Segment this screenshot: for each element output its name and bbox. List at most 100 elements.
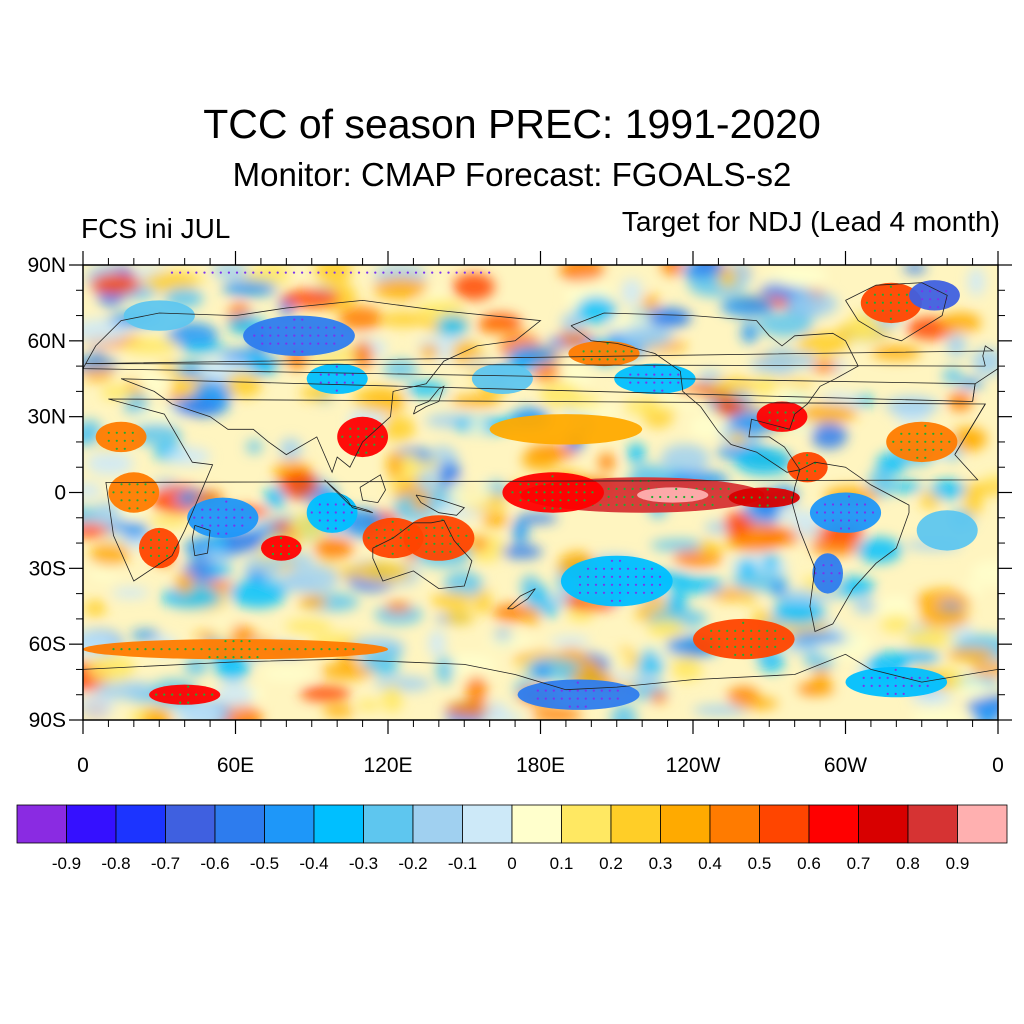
- stipple-dot: [170, 271, 174, 274]
- stipple-dot: [576, 689, 579, 692]
- stipple-dot: [256, 648, 259, 651]
- stipple-dot: [335, 365, 338, 368]
- stipple-dot: [894, 684, 897, 688]
- stipple-dot: [318, 519, 321, 522]
- stipple-dot: [349, 435, 352, 438]
- colorbar-label: -0.8: [101, 854, 130, 873]
- stipple-dot: [269, 334, 272, 337]
- stipple-dot: [830, 564, 833, 567]
- stipple-dot: [399, 528, 402, 531]
- stipple-antarctica-ross: [536, 681, 619, 708]
- feature-antarctica-ross: [517, 679, 640, 710]
- field-cell: [175, 572, 194, 595]
- field-cell: [84, 600, 107, 617]
- field-cell: [717, 271, 738, 288]
- stipple-dot: [391, 520, 394, 523]
- field-cell: [143, 271, 198, 293]
- stipple-dot: [277, 334, 280, 337]
- field-cell: [853, 598, 877, 614]
- stipple-dot: [295, 544, 299, 548]
- stipple-dot: [128, 499, 131, 502]
- stipple-dot: [232, 640, 235, 643]
- stipple-dot: [317, 326, 320, 329]
- stipple-dot: [248, 640, 251, 643]
- field-cell: [531, 707, 583, 720]
- field-cell: [714, 396, 747, 418]
- stipple-dot: [614, 350, 617, 353]
- field-cell: [373, 277, 429, 300]
- stipple-dot: [630, 350, 633, 353]
- field-cell: [334, 566, 373, 578]
- stipple-dot: [839, 519, 843, 522]
- field-cell: [856, 537, 902, 564]
- stipple-dot: [792, 411, 795, 414]
- coast-sumatra-java: [324, 479, 373, 514]
- stipple-dot: [276, 271, 279, 274]
- stipple-dot: [658, 583, 662, 586]
- stipple-dot: [719, 495, 722, 498]
- feature-maritime-east: [403, 515, 475, 561]
- field-cell: [323, 704, 354, 718]
- stipple-dot: [607, 503, 610, 506]
- coast-south-america: [791, 461, 910, 633]
- stipple-dot: [614, 358, 617, 361]
- field-cell: [285, 619, 333, 634]
- stipple-dot: [128, 491, 131, 494]
- stipple-dot: [634, 583, 638, 586]
- stipple-dot: [471, 271, 474, 274]
- stipple-dot: [160, 648, 163, 651]
- stipple-dot: [642, 591, 646, 594]
- stipple-antarctic-weddell: [862, 668, 929, 696]
- stipple-dot: [312, 648, 315, 651]
- stipple-dot: [784, 411, 787, 414]
- stipple-dot: [225, 508, 228, 511]
- stipple-dot: [642, 567, 646, 570]
- stipple-dot: [527, 483, 530, 486]
- stipple-dot: [782, 496, 785, 499]
- stipple-dot: [889, 309, 893, 312]
- colorbar-swatch: [808, 804, 859, 844]
- stipple-dot: [726, 637, 729, 641]
- stipple-dot: [594, 583, 598, 586]
- stipple-dot: [269, 342, 272, 345]
- stipple-dot: [209, 516, 212, 519]
- stipple-dot: [610, 591, 614, 594]
- stipple-dot: [937, 306, 940, 309]
- lon-tick-label: 120E: [363, 754, 412, 777]
- stipple-dot: [407, 544, 410, 547]
- field-cell: [880, 614, 912, 633]
- stipple-dot: [433, 542, 436, 545]
- stipple-dot: [120, 491, 123, 494]
- field-cell: [777, 509, 820, 523]
- stipple-dot: [592, 689, 595, 692]
- stipple-dot: [271, 552, 275, 556]
- coast-africa-west: [954, 403, 986, 455]
- stipple-dot: [839, 511, 843, 514]
- stipple-dot: [343, 373, 346, 376]
- colorbar-swatch: [759, 804, 810, 844]
- lat-tick-label: 90S: [29, 709, 66, 732]
- stipple-dot: [929, 290, 932, 293]
- stipple-dot: [367, 536, 370, 539]
- field-cell: [946, 333, 967, 358]
- field-cell: [698, 539, 721, 557]
- stipple-dot: [233, 508, 236, 511]
- stipple-dot: [618, 583, 622, 586]
- feature-south-america-south: [812, 553, 843, 594]
- field-cell: [246, 440, 263, 454]
- stipple-dot: [862, 676, 865, 680]
- colorbar-swatch: [313, 804, 364, 844]
- stipple-madagascar-region: [141, 530, 177, 566]
- stipple-dot: [663, 503, 666, 506]
- stipple-dot: [586, 583, 590, 586]
- field-cell: [797, 403, 858, 424]
- stipple-dot: [881, 309, 885, 312]
- stipple-dot: [383, 536, 386, 539]
- field-cell: [378, 311, 428, 328]
- stipple-dot: [823, 511, 827, 514]
- stipple-dot: [758, 496, 761, 499]
- field-cell: [754, 373, 776, 398]
- stipple-dot: [301, 318, 304, 321]
- stipple-dot: [626, 583, 630, 586]
- lon-tick-label: 0: [992, 754, 1004, 777]
